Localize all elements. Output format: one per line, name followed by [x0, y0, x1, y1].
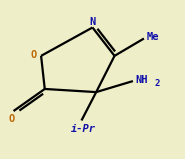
Text: 2: 2 [154, 79, 159, 88]
Text: NH: NH [136, 75, 148, 85]
Text: O: O [9, 114, 15, 124]
Text: Me: Me [147, 32, 159, 42]
Text: N: N [89, 17, 96, 27]
Text: O: O [30, 50, 36, 60]
Text: i-Pr: i-Pr [71, 124, 96, 134]
